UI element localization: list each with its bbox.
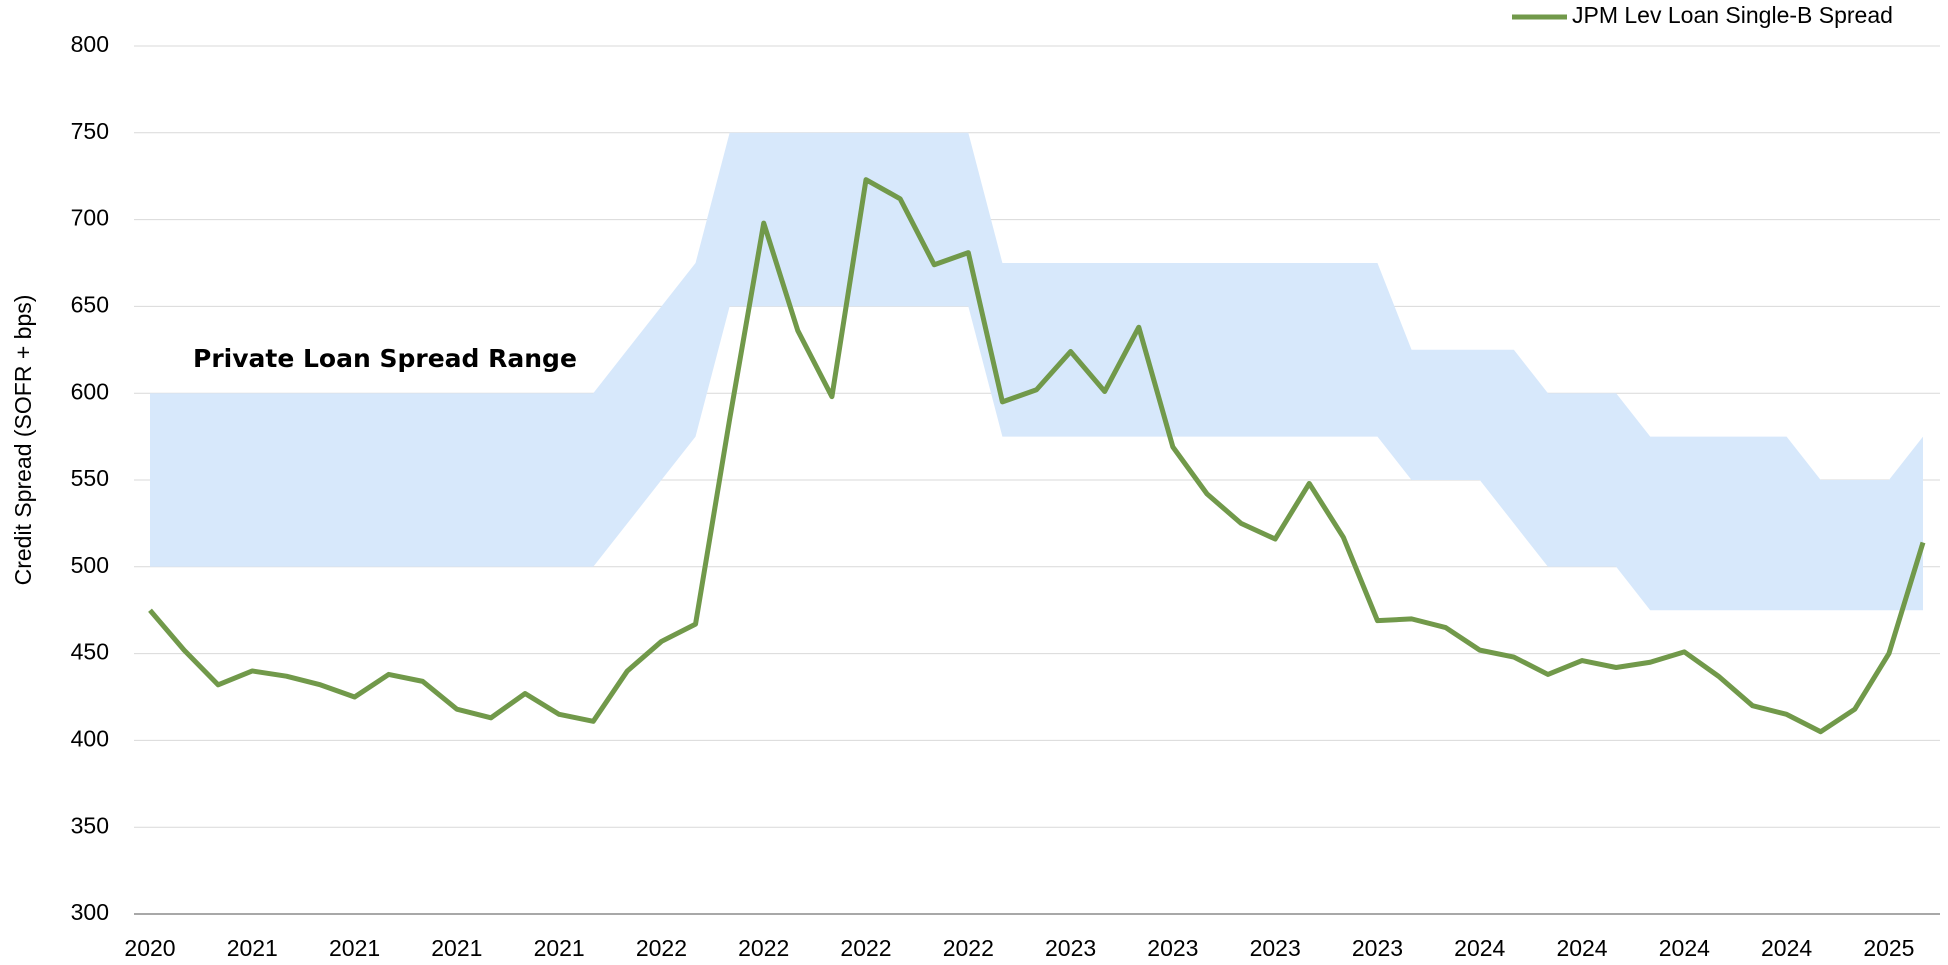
x-tick-label: 2024	[1556, 935, 1607, 961]
annotation: Private Loan Spread Range	[193, 344, 577, 373]
x-tick-label: 2022	[738, 935, 789, 961]
x-tick-label: 2021	[329, 935, 380, 961]
y-tick-label: 700	[71, 205, 109, 231]
x-tick-label: 2025	[1863, 935, 1914, 961]
x-tick-label: 2023	[1352, 935, 1403, 961]
range-band	[150, 132, 1923, 611]
y-tick-label: 450	[71, 639, 109, 665]
y-tick-label: 550	[71, 465, 109, 491]
x-tick-label: 2021	[227, 935, 278, 961]
x-tick-label: 2022	[840, 935, 891, 961]
y-tick-label: 350	[71, 812, 109, 838]
y-tick-label: 300	[71, 899, 109, 925]
y-tick-label: 500	[71, 552, 109, 578]
legend-label: JPM Lev Loan Single-B Spread	[1572, 2, 1893, 28]
y-tick-label: 400	[71, 725, 109, 751]
y-tick-label: 650	[71, 291, 109, 317]
x-tick-label: 2023	[1045, 935, 1096, 961]
line-series	[148, 177, 1926, 735]
x-tick-label: 2022	[636, 935, 687, 961]
y-tick-label: 800	[71, 31, 109, 57]
x-tick-label: 2023	[1147, 935, 1198, 961]
x-tick-label: 2024	[1454, 935, 1505, 961]
x-tick-label: 2022	[943, 935, 994, 961]
y-axis-title: Credit Spread (SOFR + bps)	[10, 295, 36, 586]
x-tick-label: 2020	[124, 935, 175, 961]
x-tick-label: 2024	[1761, 935, 1812, 961]
y-tick-label: 750	[71, 118, 109, 144]
x-tick-label: 2024	[1659, 935, 1710, 961]
x-tick-label: 2023	[1250, 935, 1301, 961]
x-tick-label: 2021	[431, 935, 482, 961]
x-tick-label: 2021	[534, 935, 585, 961]
y-tick-label: 600	[71, 378, 109, 404]
